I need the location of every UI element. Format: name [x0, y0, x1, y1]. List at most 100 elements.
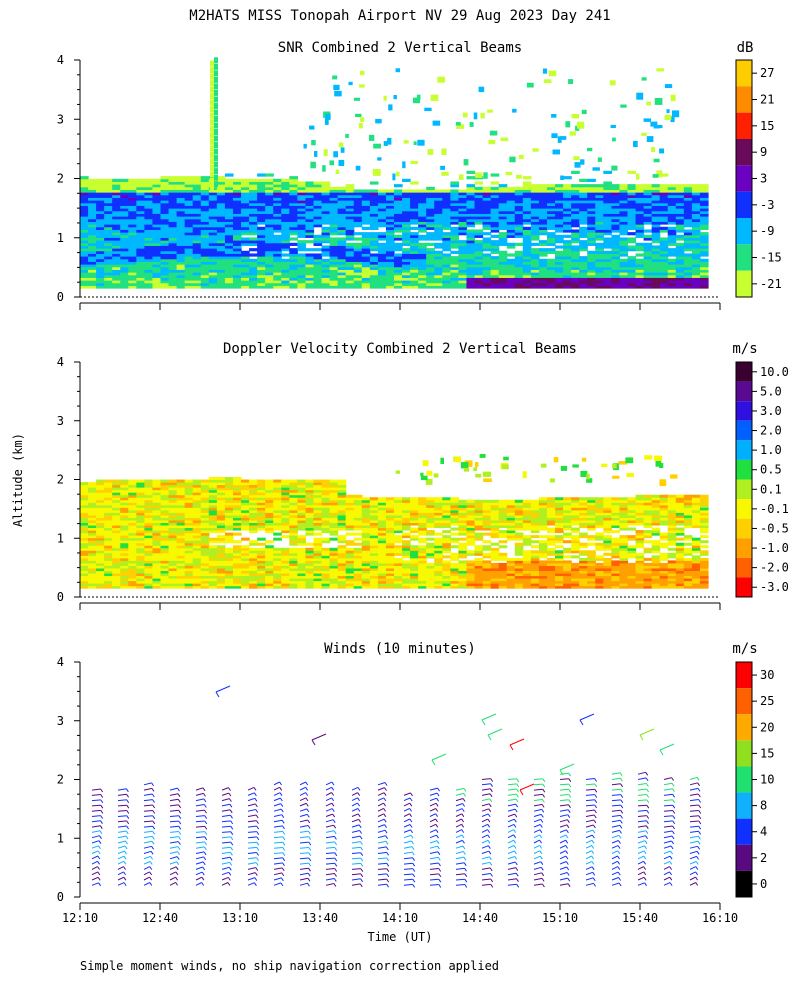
snr-cell	[655, 98, 663, 105]
doppler-cell	[281, 535, 290, 538]
snr-cell	[378, 232, 387, 235]
snr-cell	[112, 179, 121, 182]
snr-cell	[636, 253, 645, 256]
doppler-cell	[305, 480, 314, 483]
snr-cell	[568, 79, 573, 84]
snr-cell	[483, 232, 492, 235]
snr-cell	[273, 235, 282, 238]
snr-cell	[210, 67, 214, 73]
doppler-cell	[418, 538, 427, 541]
doppler-cell	[386, 497, 395, 500]
colorbar-label: 3	[760, 172, 767, 186]
snr-cell	[543, 69, 547, 74]
snr-cell	[152, 179, 161, 182]
snr-cell	[475, 181, 484, 184]
snr-cell	[676, 184, 685, 187]
doppler-cell	[410, 497, 419, 500]
doppler-cell	[273, 533, 282, 536]
snr-cell	[193, 176, 202, 179]
snr-cell	[373, 144, 381, 149]
snr-cell	[241, 237, 250, 240]
snr-cell	[619, 184, 628, 187]
snr-cell	[549, 71, 557, 77]
snr-cell	[507, 187, 516, 190]
snr-cell	[523, 181, 532, 184]
snr-cell	[700, 184, 709, 187]
snr-cell	[394, 184, 403, 187]
snr-cell	[426, 243, 435, 246]
snr-cell	[437, 77, 445, 83]
snr-cell	[322, 227, 331, 230]
snr-cell	[225, 179, 234, 182]
doppler-panel: Doppler Velocity Combined 2 Vertical Bea…	[57, 341, 789, 610]
snr-cell	[684, 184, 693, 187]
snr-cell	[571, 245, 580, 248]
y-tick-label: 4	[57, 53, 64, 67]
snr-cell	[652, 245, 661, 248]
doppler-cell	[241, 545, 250, 548]
snr-cell	[417, 140, 424, 146]
snr-cell	[611, 184, 620, 187]
snr-cell	[249, 179, 258, 182]
snr-cell	[499, 184, 508, 187]
doppler-cell	[225, 548, 234, 551]
snr-cell	[388, 104, 392, 110]
colorbar-swatch	[736, 271, 752, 297]
doppler-cell	[354, 495, 363, 498]
snr-cell	[349, 82, 353, 85]
snr-cell	[214, 142, 218, 148]
snr-cell	[523, 176, 532, 179]
snr-cell	[210, 165, 214, 171]
snr-cell	[359, 123, 363, 128]
doppler-cell	[354, 548, 363, 551]
snr-cell	[515, 187, 524, 190]
snr-cell	[571, 229, 580, 232]
snr-cell	[636, 174, 639, 180]
snr-cell	[322, 245, 331, 248]
snr-cell	[297, 181, 306, 184]
doppler-cell	[96, 480, 105, 483]
doppler-cell	[273, 548, 282, 551]
doppler-cell	[297, 535, 306, 538]
snr-cell	[434, 251, 443, 254]
doppler-cell	[426, 530, 435, 533]
snr-cell	[456, 122, 461, 125]
snr-cell	[587, 184, 596, 187]
snr-cell	[360, 71, 365, 75]
snr-cell	[418, 235, 427, 238]
snr-cell	[651, 147, 655, 152]
snr-cell	[627, 245, 636, 248]
snr-cell	[458, 189, 467, 192]
doppler-cell	[265, 545, 274, 548]
snr-cell	[375, 119, 382, 124]
snr-cell	[491, 235, 500, 238]
snr-cell	[214, 129, 218, 135]
snr-cell	[668, 184, 677, 187]
snr-cell	[555, 251, 564, 254]
colorbar-swatch	[736, 165, 752, 191]
colorbar-label: 9	[760, 145, 767, 159]
snr-cell	[346, 243, 355, 246]
snr-cell	[257, 227, 266, 230]
snr-cell	[611, 235, 620, 238]
snr-cell	[369, 135, 374, 141]
snr-cell	[161, 176, 170, 179]
snr-cell	[627, 232, 636, 235]
snr-cell	[487, 110, 493, 113]
snr-cell	[396, 68, 400, 72]
doppler-title: Doppler Velocity Combined 2 Vertical Bea…	[223, 341, 577, 357]
snr-cell	[396, 172, 400, 177]
snr-cell	[322, 259, 331, 262]
snr-cell	[210, 100, 214, 106]
snr-cell	[433, 121, 441, 126]
snr-cell	[330, 237, 339, 240]
colorbar-label: 27	[760, 66, 774, 80]
snr-cell	[479, 87, 485, 92]
snr-cell	[582, 110, 587, 114]
snr-cell	[463, 113, 468, 118]
doppler-cell	[330, 480, 339, 483]
snr-cell	[214, 83, 218, 89]
snr-cell	[333, 85, 339, 90]
snr-cell	[362, 227, 371, 230]
snr-cell	[305, 253, 314, 256]
